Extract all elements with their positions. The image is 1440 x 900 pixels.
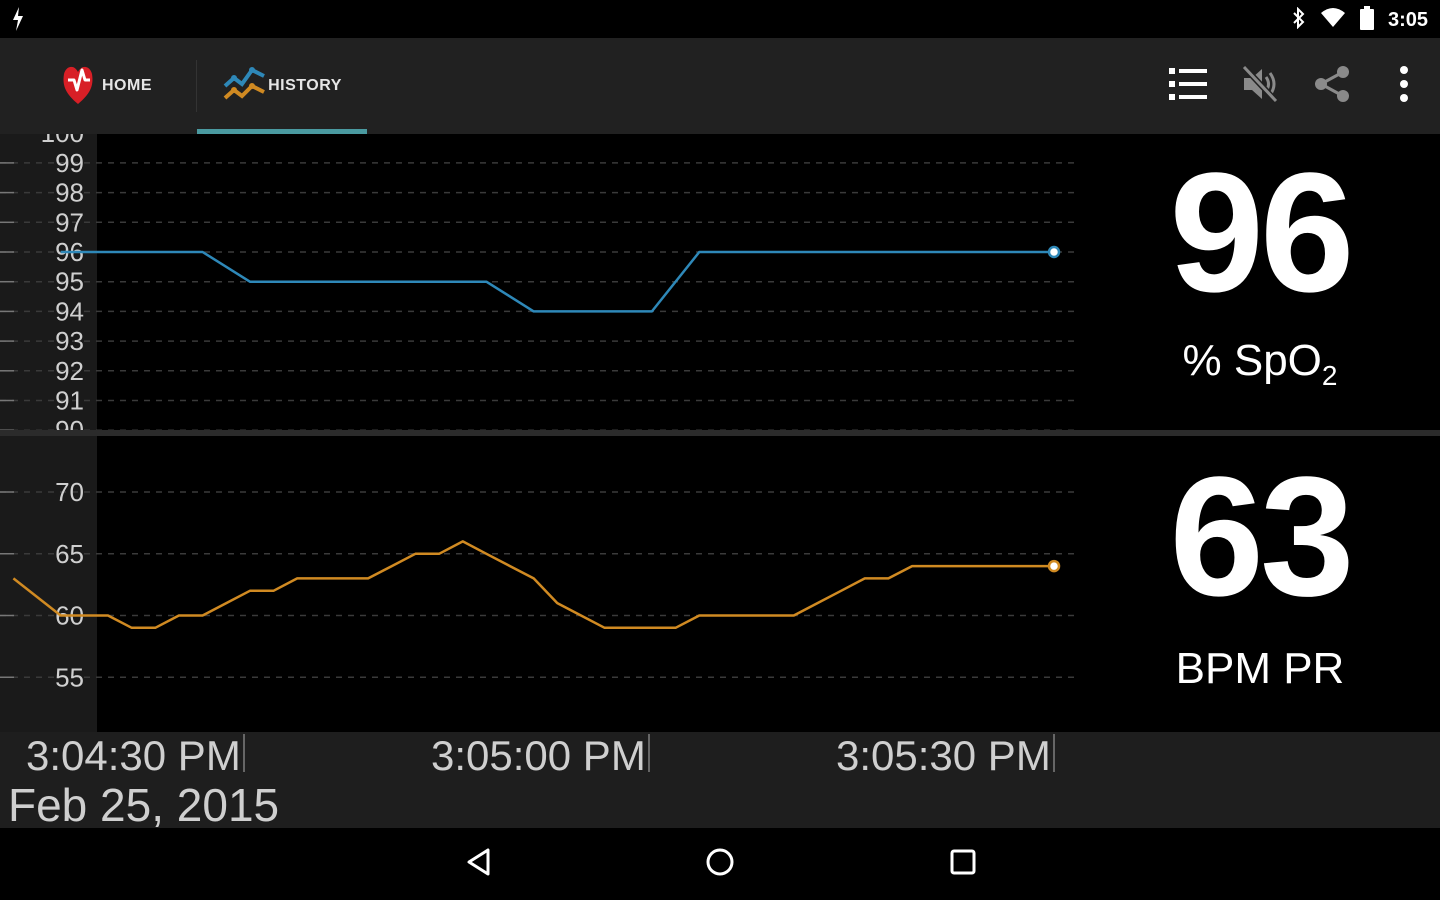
spo2-y-tick-label: 92: [55, 356, 84, 386]
time-tick-label: 3:05:30 PM: [836, 732, 1051, 779]
tab-history-label: HISTORY: [268, 77, 342, 94]
spo2-unit: % SpO2: [1080, 336, 1440, 392]
status-time: 3:05: [1387, 9, 1428, 31]
pr-axis-background: [0, 436, 97, 732]
pr-y-tick-label: 65: [55, 539, 84, 569]
battery-icon: [1359, 6, 1374, 35]
tab-divider: [196, 60, 197, 112]
mute-icon: [1240, 64, 1280, 108]
back-icon: [464, 847, 494, 882]
spo2-y-tick-label: 97: [55, 207, 84, 237]
app-notification-icon: [10, 6, 26, 38]
pr-y-tick-label: 70: [55, 477, 84, 507]
pr-series-line: [12, 540, 1054, 630]
heart-logo-icon: [60, 62, 96, 111]
tab-history[interactable]: HISTORY: [197, 38, 367, 134]
spo2-value: 96: [1169, 138, 1354, 328]
spo2-unit-main: % SpO: [1182, 336, 1322, 385]
pr-value: 63: [1169, 442, 1354, 632]
pr-y-tick-label: 55: [55, 662, 84, 692]
pr-latest-point: [1047, 559, 1061, 573]
spo2-readout: 96 % SpO2: [1080, 148, 1440, 392]
home-nav-button[interactable]: [672, 828, 768, 900]
time-tick-mark: [1053, 734, 1055, 772]
recents-button[interactable]: [915, 828, 1011, 900]
time-tick-label: 3:05:00 PM: [431, 732, 646, 779]
spo2-y-tick-label: 99: [55, 148, 84, 178]
time-tick-label: 3:04:30 PM: [26, 732, 241, 779]
spo2-y-tick-label: 90: [55, 415, 84, 430]
tab-home[interactable]: HOME: [60, 38, 196, 134]
spo2-latest-point: [1047, 245, 1061, 259]
date-label: Feb 25, 2015: [8, 779, 280, 831]
action-bar: HOME HISTORY: [0, 38, 1440, 134]
overflow-menu-icon: [1399, 65, 1409, 107]
list-button[interactable]: [1152, 38, 1224, 134]
back-button[interactable]: [431, 828, 527, 900]
bluetooth-icon: [1292, 6, 1306, 34]
overflow-menu-button[interactable]: [1368, 38, 1440, 134]
spo2-y-tick-label: 100: [41, 134, 84, 148]
spo2-chart: 10099989796959493929190: [0, 118, 1080, 445]
history-chart-icon: [222, 64, 268, 109]
spo2-unit-sub: 2: [1321, 359, 1338, 391]
time-tick-mark: [243, 734, 245, 772]
spo2-y-tick-label: 95: [55, 267, 84, 297]
recents-square-icon: [949, 848, 977, 881]
wifi-icon: [1320, 7, 1346, 34]
status-bar: 3:05: [0, 0, 1440, 38]
spo2-y-tick-label: 98: [55, 178, 84, 208]
pr-chart: 70 65 60 55: [0, 436, 1080, 732]
spo2-series-line: [60, 250, 1054, 313]
share-icon: [1313, 65, 1351, 108]
list-icon: [1169, 66, 1207, 107]
time-tick-mark: [648, 734, 650, 772]
share-button[interactable]: [1296, 38, 1368, 134]
tab-selected-indicator: [197, 129, 367, 134]
spo2-chart-svg: 10099989796959493929190: [0, 118, 1080, 445]
tab-home-label: HOME: [102, 77, 152, 94]
pr-readout: 63 BPM PR: [1080, 452, 1440, 694]
chart-divider: [0, 430, 1440, 436]
home-circle-icon: [705, 847, 735, 882]
spo2-y-tick-label: 91: [55, 386, 84, 416]
time-axis: 3:04:30 PM 3:05:00 PM 3:05:30 PM Feb 25,…: [0, 732, 1440, 831]
mute-button[interactable]: [1224, 38, 1296, 134]
spo2-y-tick-label: 94: [55, 296, 84, 326]
navigation-bar: [0, 828, 1440, 900]
pr-unit: BPM PR: [1175, 644, 1345, 693]
spo2-y-tick-label: 93: [55, 326, 84, 356]
